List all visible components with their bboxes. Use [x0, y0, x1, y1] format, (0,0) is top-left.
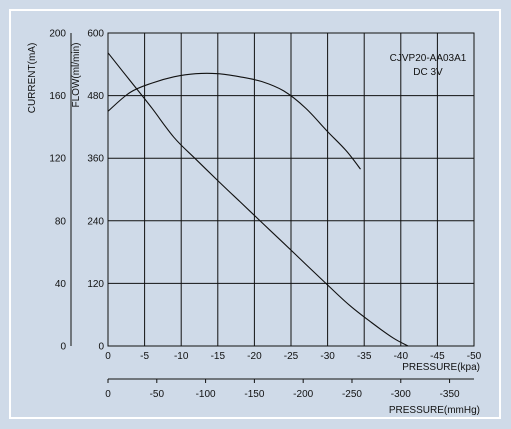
x-tick-label-kpa: -40 [394, 351, 409, 362]
y-tick-label-current: 160 [49, 91, 66, 102]
voltage-annotation: DC 3V [413, 67, 443, 78]
x-tick-label-kpa: -5 [140, 351, 149, 362]
y-tick-label-flow: 240 [87, 216, 104, 227]
x-tick-label-kpa: -30 [320, 351, 335, 362]
x-tick-label-mmhg: 0 [105, 389, 111, 400]
axis-title-pressure-mmhg: PRESSURE(mmHg) [389, 405, 480, 416]
axis-title-current: CURRENT(mA) [27, 43, 38, 114]
x-tick-label-kpa: 0 [105, 351, 111, 362]
y-tick-label-current: 80 [55, 216, 67, 227]
x-tick-label-mmhg: -250 [342, 389, 362, 400]
x-tick-label-kpa: -50 [467, 351, 482, 362]
x-tick-label-mmhg: -300 [391, 389, 411, 400]
x-tick-label-mmhg: -150 [244, 389, 264, 400]
x-tick-label-kpa: -20 [247, 351, 262, 362]
y-tick-label-flow: 0 [98, 342, 104, 353]
axes [70, 33, 474, 383]
x-tick-label-kpa: -15 [211, 351, 226, 362]
x-tick-label-kpa: -45 [430, 351, 445, 362]
y-tick-label-current: 40 [55, 279, 67, 290]
axis-title-flow: FLOW(ml/min) [71, 43, 82, 108]
panel-frame [9, 9, 501, 419]
x-tick-label-kpa: -35 [357, 351, 372, 362]
x-tick-label-mmhg: -100 [196, 389, 216, 400]
tick-labels: 0 -5 -10 -15 -20 -25 -30 -35 -40 -45 -50 0 120 240 360… [49, 29, 481, 401]
y-tick-label-flow: 360 [87, 154, 104, 165]
x-tick-label-mmhg: -200 [293, 389, 313, 400]
axis-title-pressure-kpa: PRESSURE(kpa) [402, 362, 480, 373]
flow-curve [107, 52, 409, 347]
x-tick-label-mmhg: -50 [150, 389, 165, 400]
x-tick-label-kpa: -25 [284, 351, 299, 362]
current-curve [107, 72, 361, 170]
y-tick-label-current: 120 [49, 154, 66, 165]
model-annotation: CJVP20-AA03A1 [390, 53, 467, 64]
curves [107, 52, 409, 347]
y-tick-label-flow: 120 [87, 279, 104, 290]
grid-lines [107, 32, 475, 347]
y-tick-label-flow: 480 [87, 91, 104, 102]
y-tick-label-current: 200 [49, 29, 66, 40]
y-tick-label-current: 0 [60, 342, 66, 353]
x-tick-label-mmhg: -350 [440, 389, 460, 400]
x-tick-label-kpa: -10 [174, 351, 189, 362]
y-tick-label-flow: 600 [87, 29, 104, 40]
